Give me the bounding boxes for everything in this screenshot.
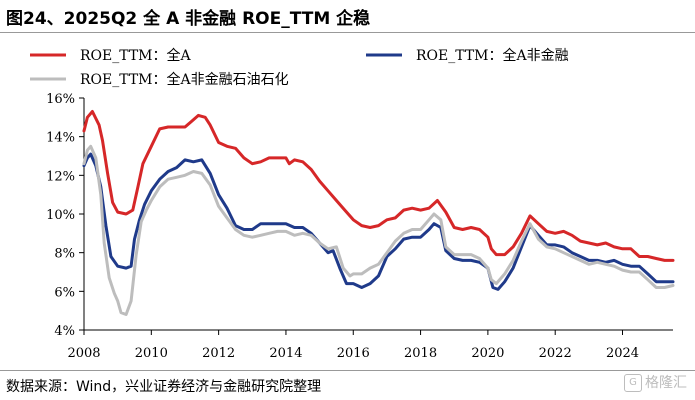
data-source-note: 数据来源：Wind，兴业证券经济与金融研究院整理 [6, 379, 322, 395]
series-line-2 [82, 144, 675, 316]
x-tick-label: 2012 [202, 346, 235, 361]
y-tick-label: 6% [54, 285, 75, 300]
chart-series [82, 110, 675, 316]
title-divider [0, 32, 695, 33]
y-tick-label: 4% [54, 324, 75, 339]
legend: ROE_TTM：全A ROE_TTM：全A非金融 ROE_TTM：全A非金融石油石化 [30, 47, 569, 88]
x-tick-label: 2010 [135, 346, 168, 361]
y-tick-label: 8% [54, 247, 75, 262]
y-tick-label: 10% [46, 208, 75, 223]
x-tick-label: 2014 [269, 346, 302, 361]
chart-title: 图24、2025Q2 全 A 非金融 ROE_TTM 企稳 [6, 9, 371, 29]
chart-axes: 4% 6% 8% 10% 12% 14% 16% 2008 2010 2012 2014 2016 20… [46, 92, 673, 361]
legend-label-0: ROE_TTM：全A [80, 47, 192, 64]
y-tick-label: 14% [46, 131, 75, 146]
y-tick-label: 12% [46, 169, 75, 184]
y-tick-label: 16% [46, 92, 75, 107]
series-line-0 [82, 110, 675, 262]
watermark-logo-icon: G [624, 374, 642, 392]
x-tick-label: 2022 [539, 346, 572, 361]
footer-divider [0, 370, 695, 371]
series-line-1 [82, 152, 675, 291]
watermark: G 格隆汇 [624, 372, 687, 392]
x-tick-label: 2018 [404, 346, 437, 361]
legend-label-1: ROE_TTM：全A非金融 [416, 47, 569, 64]
x-tick-label: 2020 [471, 346, 504, 361]
x-tick-label: 2008 [67, 346, 100, 361]
x-tick-label: 2016 [337, 346, 370, 361]
x-tick-label: 2024 [606, 346, 639, 361]
line-chart: ROE_TTM：全A ROE_TTM：全A非金融 ROE_TTM：全A非金融石油石化… [30, 47, 675, 361]
legend-label-2: ROE_TTM：全A非金融石油石化 [80, 71, 289, 88]
watermark-text: 格隆汇 [645, 375, 687, 391]
